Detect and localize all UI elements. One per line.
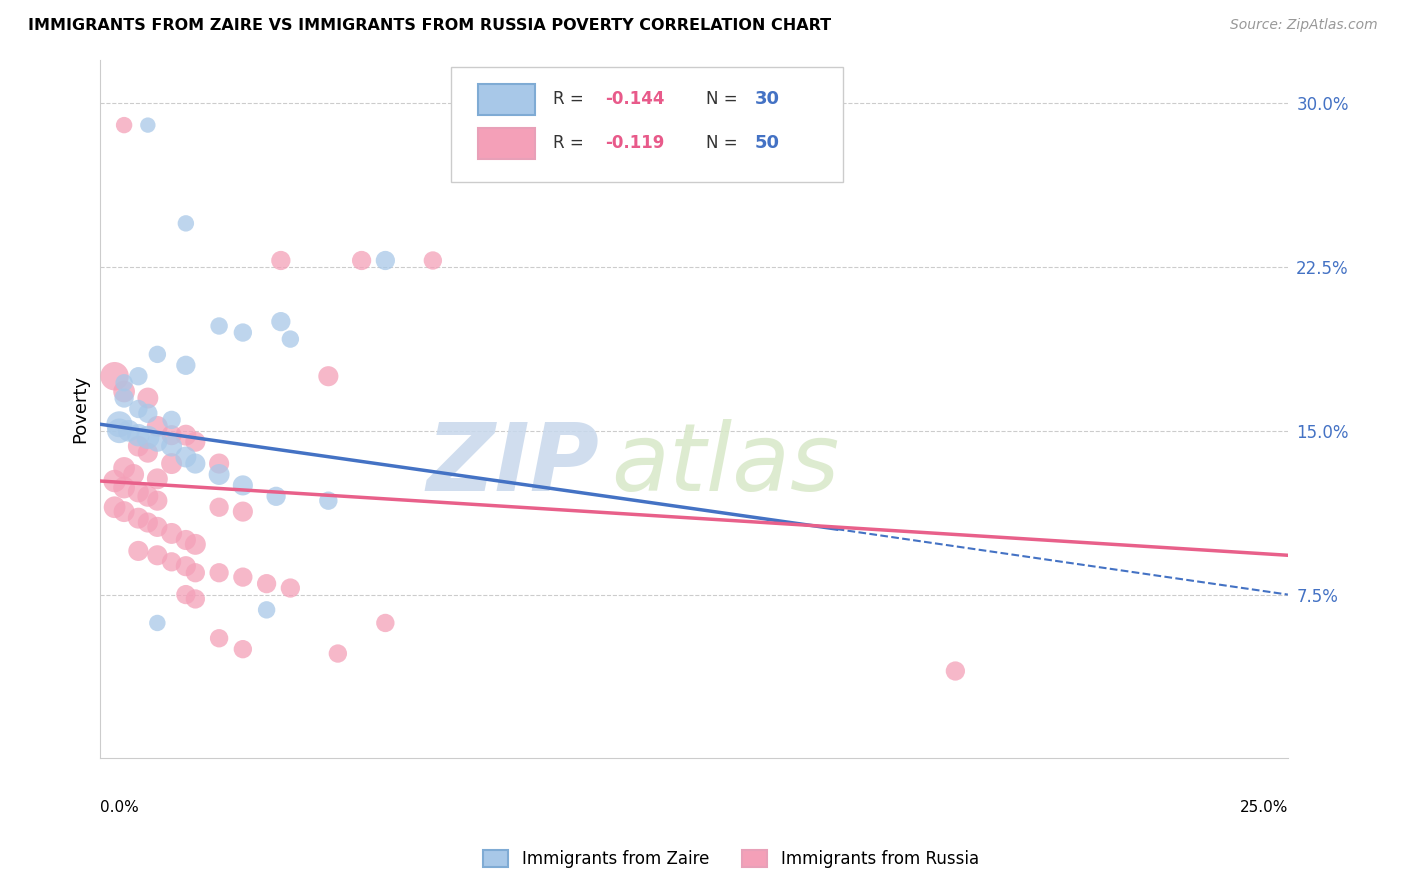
Point — [127, 401, 149, 416]
Point — [136, 391, 159, 405]
Point — [112, 391, 135, 405]
Text: N =: N = — [706, 90, 742, 109]
Point — [208, 500, 231, 515]
Point — [136, 430, 159, 444]
Point — [146, 472, 169, 486]
Point — [112, 376, 135, 390]
Text: 30: 30 — [755, 90, 780, 109]
Point — [160, 555, 183, 569]
Point — [160, 428, 183, 442]
Point — [280, 581, 302, 595]
Point — [160, 526, 183, 541]
Point — [270, 315, 292, 329]
Text: R =: R = — [553, 135, 589, 153]
Point — [318, 493, 340, 508]
Point — [104, 369, 127, 384]
Point — [112, 505, 135, 519]
Point — [270, 253, 292, 268]
Point — [112, 461, 135, 475]
Point — [127, 485, 149, 500]
FancyBboxPatch shape — [478, 84, 534, 115]
Text: atlas: atlas — [612, 419, 839, 510]
Point — [256, 603, 278, 617]
Point — [136, 445, 159, 459]
Point — [232, 478, 254, 492]
Point — [350, 253, 373, 268]
Text: N =: N = — [706, 135, 742, 153]
Point — [108, 417, 131, 432]
Point — [174, 428, 197, 442]
Text: 25.0%: 25.0% — [1240, 800, 1288, 815]
Point — [127, 439, 149, 453]
Point — [112, 384, 135, 399]
Point — [374, 253, 396, 268]
Text: 50: 50 — [755, 135, 780, 153]
Point — [264, 489, 287, 503]
Text: 0.0%: 0.0% — [100, 800, 139, 815]
Text: -0.144: -0.144 — [605, 90, 665, 109]
Point — [112, 118, 135, 132]
Legend: Immigrants from Zaire, Immigrants from Russia: Immigrants from Zaire, Immigrants from R… — [477, 843, 986, 875]
Point — [146, 615, 169, 630]
Point — [136, 118, 159, 132]
Point — [208, 457, 231, 471]
Point — [326, 647, 349, 661]
Point — [160, 457, 183, 471]
Point — [146, 434, 169, 449]
Point — [174, 450, 197, 464]
Point — [174, 559, 197, 574]
Point — [232, 326, 254, 340]
Point — [422, 253, 444, 268]
Point — [256, 576, 278, 591]
Point — [118, 424, 141, 438]
Point — [174, 359, 197, 373]
Point — [127, 369, 149, 384]
Point — [146, 419, 169, 434]
Text: ZIP: ZIP — [426, 419, 599, 511]
Point — [280, 332, 302, 346]
Point — [184, 566, 207, 580]
Point — [184, 457, 207, 471]
Point — [208, 566, 231, 580]
Point — [208, 632, 231, 646]
Point — [104, 474, 127, 488]
Point — [127, 544, 149, 558]
Text: Source: ZipAtlas.com: Source: ZipAtlas.com — [1230, 18, 1378, 32]
Point — [174, 216, 197, 230]
Point — [160, 439, 183, 453]
FancyBboxPatch shape — [451, 67, 842, 182]
Point — [127, 511, 149, 525]
Point — [184, 537, 207, 551]
Point — [136, 516, 159, 530]
Point — [184, 591, 207, 606]
Point — [122, 467, 145, 482]
Point — [136, 406, 159, 420]
Point — [232, 642, 254, 657]
Point — [146, 549, 169, 563]
Point — [184, 434, 207, 449]
Point — [174, 533, 197, 547]
Point — [208, 467, 231, 482]
Point — [943, 664, 966, 678]
Text: R =: R = — [553, 90, 589, 109]
Point — [174, 588, 197, 602]
Point — [374, 615, 396, 630]
FancyBboxPatch shape — [478, 128, 534, 159]
Point — [104, 500, 127, 515]
Text: IMMIGRANTS FROM ZAIRE VS IMMIGRANTS FROM RUSSIA POVERTY CORRELATION CHART: IMMIGRANTS FROM ZAIRE VS IMMIGRANTS FROM… — [28, 18, 831, 33]
Point — [318, 369, 340, 384]
Point — [232, 505, 254, 519]
Point — [108, 424, 131, 438]
Point — [232, 570, 254, 584]
Point — [146, 347, 169, 361]
Point — [160, 413, 183, 427]
Point — [127, 428, 149, 442]
Point — [146, 493, 169, 508]
Y-axis label: Poverty: Poverty — [72, 375, 89, 443]
Point — [112, 481, 135, 495]
Point — [136, 489, 159, 503]
Point — [208, 318, 231, 333]
Text: -0.119: -0.119 — [605, 135, 665, 153]
Point — [146, 520, 169, 534]
